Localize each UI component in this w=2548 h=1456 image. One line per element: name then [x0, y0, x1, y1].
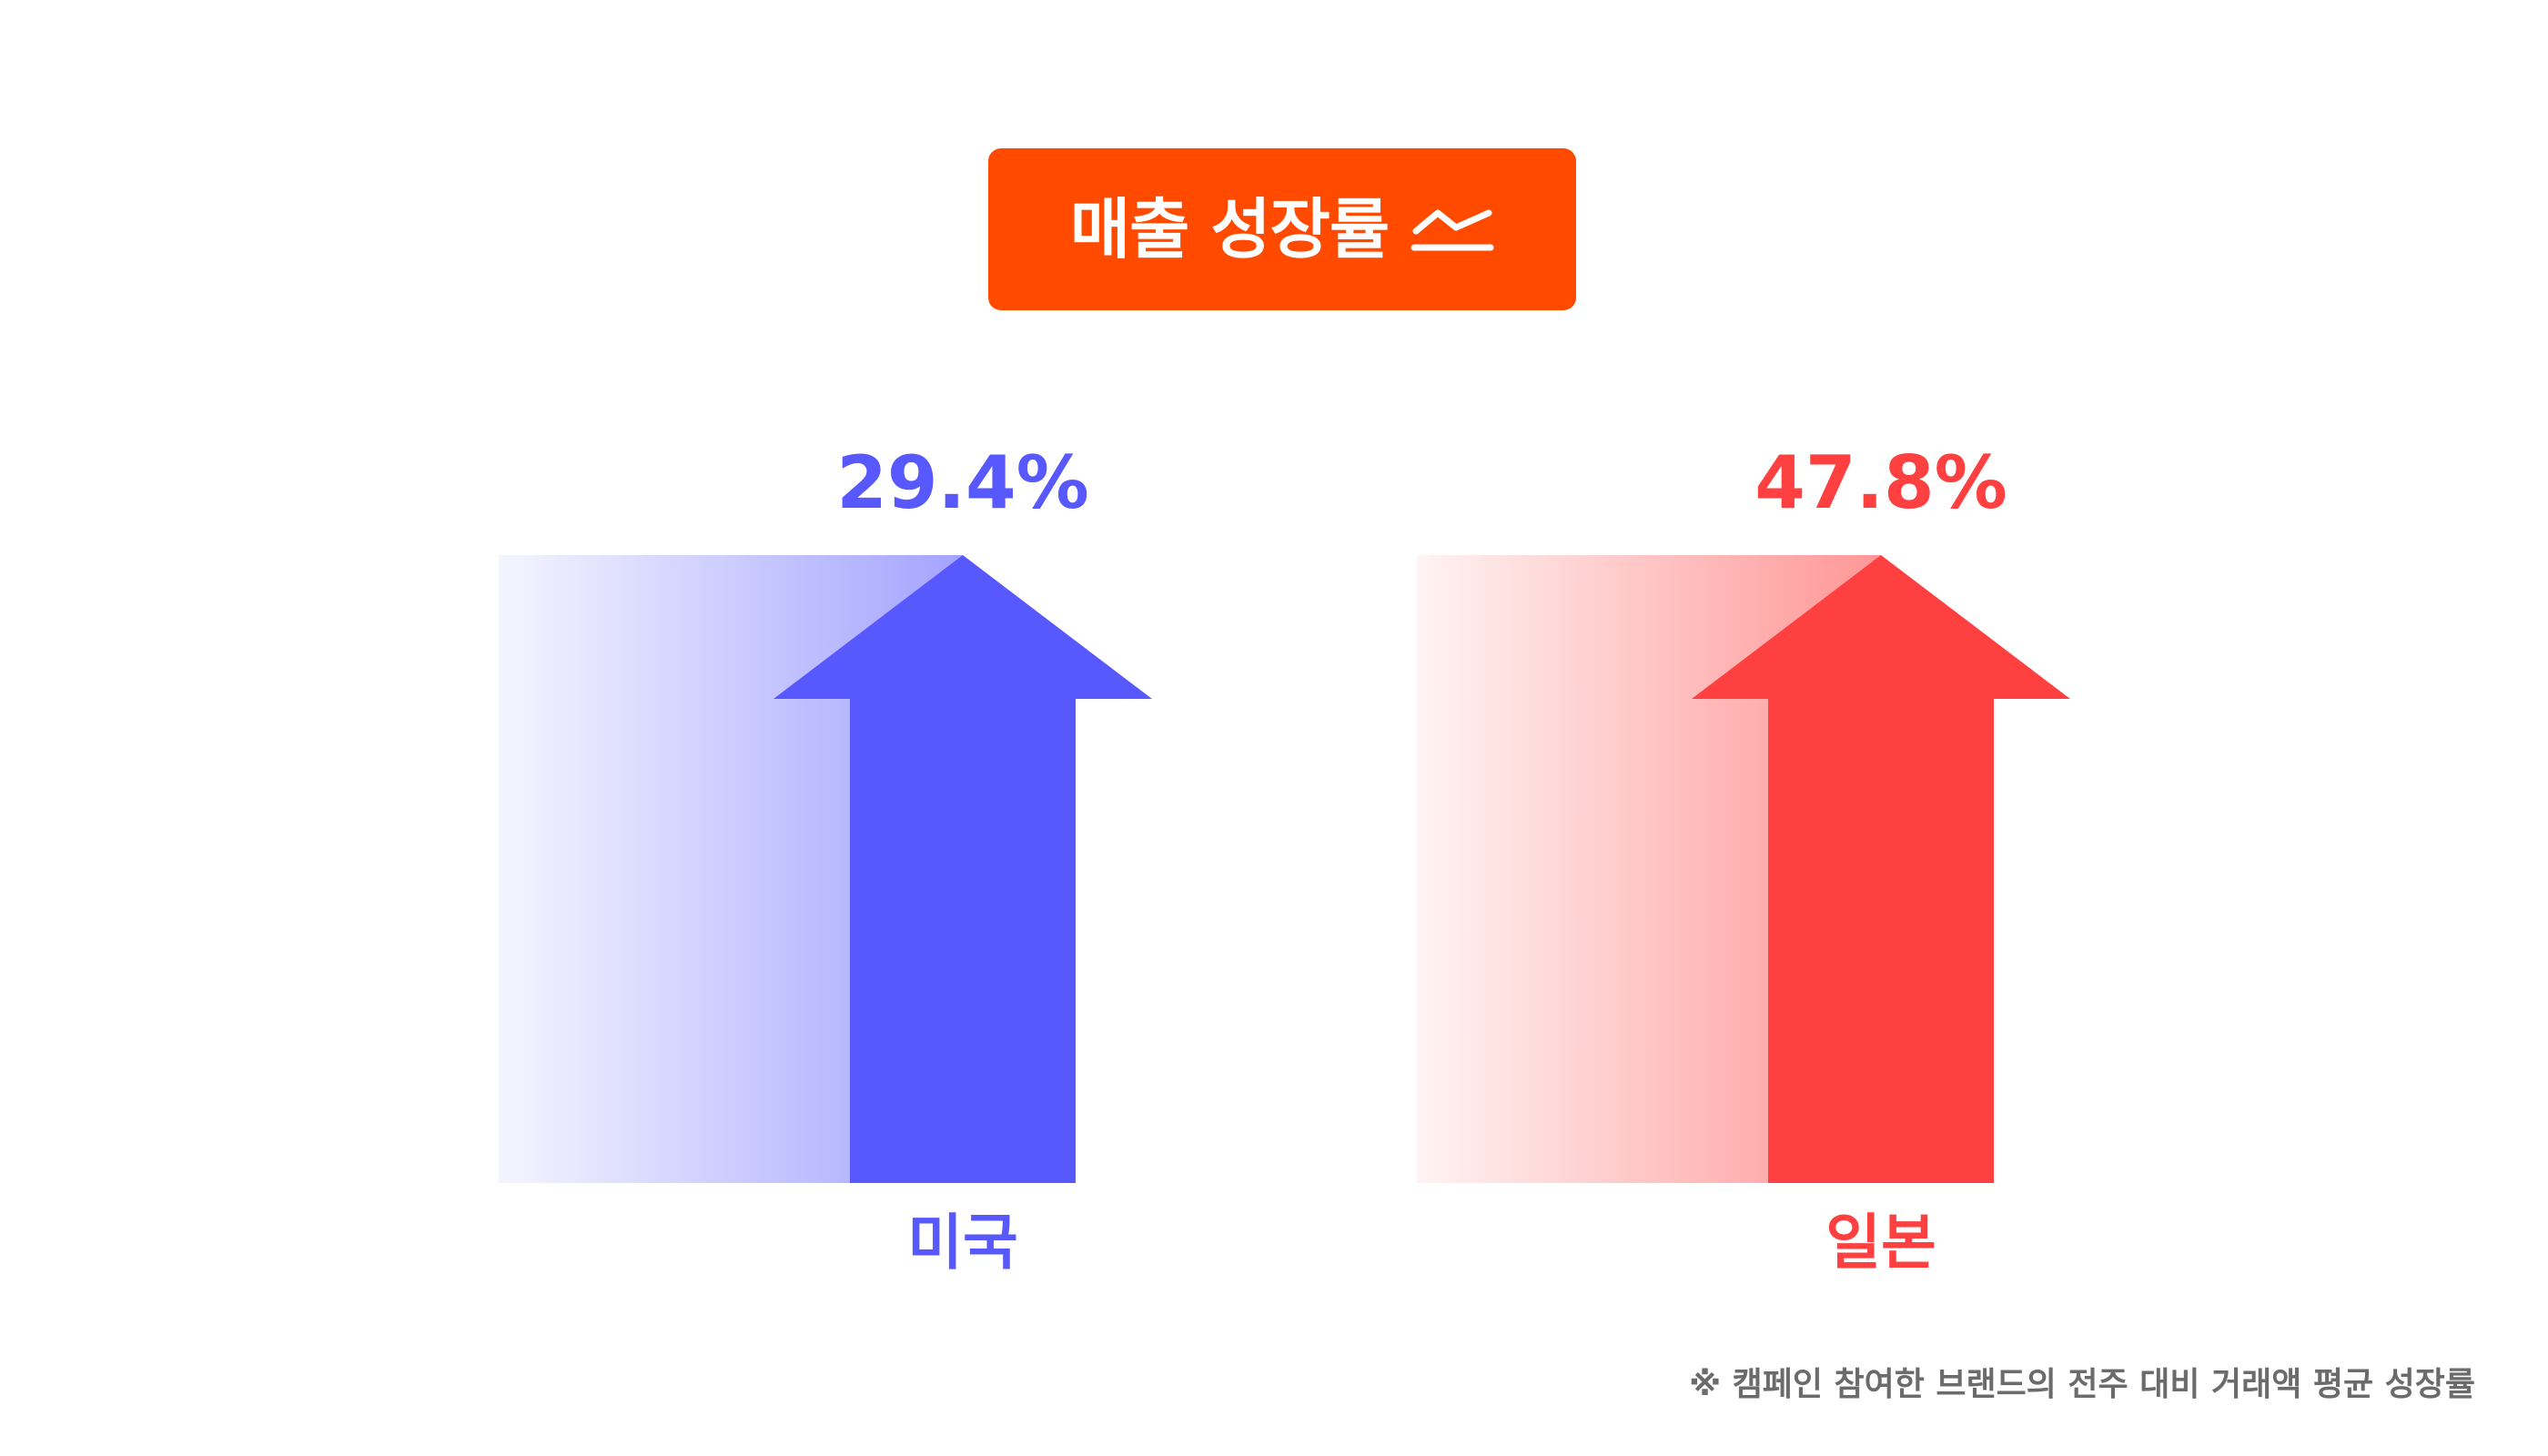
arrow-bar-2: [1692, 555, 2070, 1183]
footnote: ※ 캠페인 참여한 브랜드의 전주 대비 거래액 평균 성장률: [1689, 1366, 2475, 1403]
chart-title: 매출 성장률: [1069, 191, 1390, 268]
value-label-1: 29.4%: [836, 440, 1089, 525]
value-label-2: 47.8%: [1754, 440, 2007, 525]
trend-up-icon: [1410, 209, 1494, 251]
arrow-bar-1: [774, 555, 1152, 1183]
category-label-1: 미국: [907, 1208, 1017, 1278]
title-badge: 매출 성장률: [988, 148, 1576, 310]
category-label-2: 일본: [1825, 1208, 1936, 1278]
